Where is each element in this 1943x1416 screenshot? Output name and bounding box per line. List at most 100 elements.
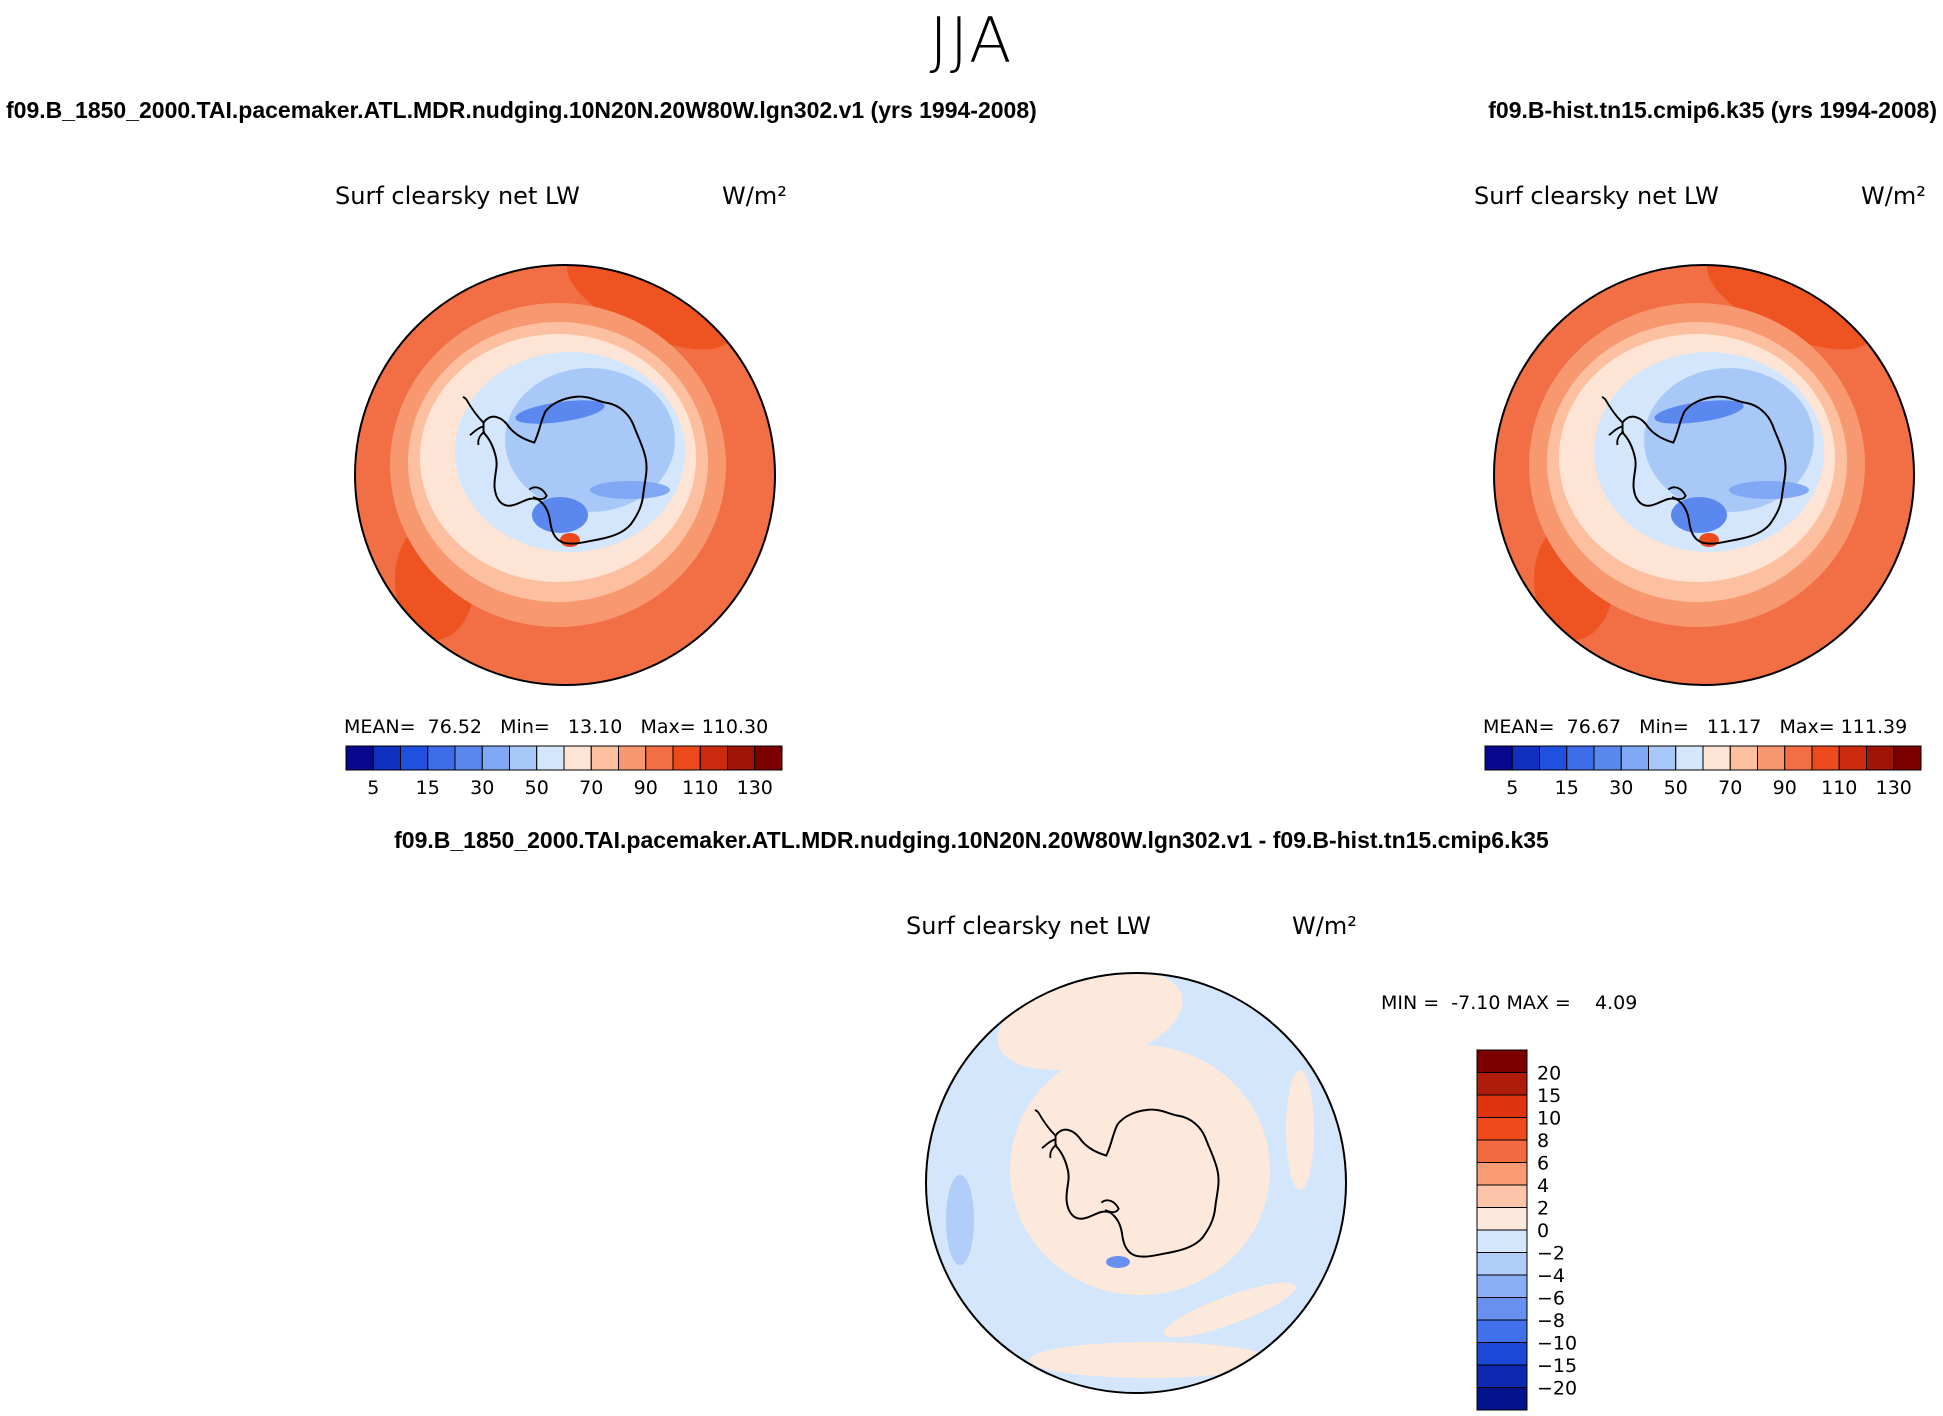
min-value: -7.10 xyxy=(1451,992,1501,1014)
colorbar-box xyxy=(1476,1229,1528,1253)
map-border xyxy=(1493,264,1915,686)
season-title: JJA xyxy=(929,4,1014,77)
colorbar-box xyxy=(618,745,647,771)
colorbar-tick-label: −2 xyxy=(1537,1243,1565,1265)
colorbar-box xyxy=(1476,1139,1528,1163)
max-value: 111.39 xyxy=(1840,716,1908,738)
map-ice-low xyxy=(532,497,588,533)
panel2-colorbar: 5 15 30 50 70 90 110 130 xyxy=(1484,745,1922,799)
colorbar-box xyxy=(1476,1364,1528,1388)
map-ice-low xyxy=(515,400,605,424)
colorbar-box xyxy=(1511,745,1540,771)
colorbar-tick-label: 90 xyxy=(1773,777,1797,799)
colorbar-box xyxy=(1476,1274,1528,1298)
colorbar-tick-label: 4 xyxy=(1537,1175,1549,1197)
map-border xyxy=(925,972,1347,1394)
colorbar-tick-label: −15 xyxy=(1537,1355,1577,1377)
case-title-diff: f09.B_1850_2000.TAI.pacemaker.ATL.MDR.nu… xyxy=(394,827,1549,853)
colorbar-tick-label: 6 xyxy=(1537,1153,1549,1175)
colorbar-box xyxy=(509,745,538,771)
colorbar-tick-label: 110 xyxy=(1821,777,1857,799)
colorbar-box xyxy=(1476,1049,1528,1073)
case-title-left: f09.B_1850_2000.TAI.pacemaker.ATL.MDR.nu… xyxy=(6,97,1037,123)
colorbar-tick-label: 5 xyxy=(367,777,379,799)
colorbar-box xyxy=(1476,1319,1528,1343)
panel2-map xyxy=(1493,264,1915,686)
diff-variable: Surf clearsky net LW xyxy=(906,912,1151,940)
diff-units: W/m² xyxy=(1292,912,1357,940)
colorbar-tick-label: 10 xyxy=(1537,1108,1561,1130)
colorbar-box xyxy=(1784,745,1813,771)
max-label: MAX = xyxy=(1506,992,1571,1014)
mean-label: MEAN= xyxy=(1483,716,1555,738)
colorbar-box xyxy=(427,745,456,771)
panel2-stats: MEAN= 76.67 Min= 11.17 Max= 111.39 xyxy=(1483,716,1907,738)
colorbar-box xyxy=(1476,1184,1528,1208)
map-high-band xyxy=(567,265,733,350)
panel2-variable: Surf clearsky net LW xyxy=(1474,182,1719,210)
colorbar-box xyxy=(699,745,728,771)
colorbar-box xyxy=(1893,745,1922,771)
min-label: MIN = xyxy=(1381,992,1440,1014)
colorbar-box xyxy=(1539,745,1568,771)
diff-positive-area xyxy=(1030,1342,1270,1378)
map-hotspot xyxy=(560,533,580,547)
colorbar-tick-label: 15 xyxy=(1555,777,1579,799)
colorbar-box xyxy=(590,745,619,771)
colorbar-box xyxy=(1593,745,1622,771)
colorbar-tick-label: −6 xyxy=(1537,1288,1565,1310)
colorbar-box xyxy=(1476,1072,1528,1096)
colorbar-box xyxy=(1675,745,1704,771)
panel1-stats: MEAN= 76.52 Min= 13.10 Max= 110.30 xyxy=(344,716,768,738)
colorbar-tick-label: 50 xyxy=(1664,777,1688,799)
diff-negative-area xyxy=(1106,1256,1130,1268)
map-hotspot xyxy=(1699,533,1719,547)
colorbar-box xyxy=(1866,745,1895,771)
map-ice-low xyxy=(1654,400,1744,424)
colorbar-box xyxy=(563,745,592,771)
colorbar-box xyxy=(345,745,374,771)
colorbar-box xyxy=(1757,745,1786,771)
colorbar-tick-label: 20 xyxy=(1537,1063,1561,1085)
colorbar-tick-label: 8 xyxy=(1537,1130,1549,1152)
max-label: Max= xyxy=(640,716,696,738)
colorbar-box xyxy=(1476,1297,1528,1321)
map-high-band xyxy=(1707,265,1873,350)
case-title-right: f09.B-hist.tn15.cmip6.k35 (yrs 1994-2008… xyxy=(1488,97,1937,123)
colorbar-tick-label: 30 xyxy=(1609,777,1633,799)
colorbar-tick-label: 50 xyxy=(525,777,549,799)
colorbar-box xyxy=(645,745,674,771)
colorbar-box xyxy=(372,745,401,771)
colorbar-box xyxy=(1838,745,1867,771)
mean-label: MEAN= xyxy=(344,716,416,738)
colorbar-box xyxy=(1702,745,1731,771)
colorbar-tick-label: 110 xyxy=(682,777,718,799)
mean-value: 76.52 xyxy=(427,716,483,738)
panel1-colorbar: 5 15 30 50 70 90 110 130 xyxy=(345,745,783,799)
max-value: 4.09 xyxy=(1595,992,1638,1014)
colorbar-box xyxy=(1648,745,1677,771)
colorbar-box xyxy=(454,745,483,771)
colorbar-tick-label: −8 xyxy=(1537,1310,1565,1332)
diff-positive-area xyxy=(1164,1282,1296,1338)
max-value: 110.30 xyxy=(701,716,769,738)
diff-negative-area xyxy=(946,1175,974,1265)
colorbar-box xyxy=(1484,745,1513,771)
map-ice-low xyxy=(590,481,670,499)
colorbar-tick-label: 15 xyxy=(416,777,440,799)
colorbar-box xyxy=(1476,1162,1528,1186)
diff-positive-area xyxy=(1010,1045,1270,1295)
colorbar-box xyxy=(1476,1117,1528,1141)
colorbar-tick-label: 15 xyxy=(1537,1085,1561,1107)
map-ice-low xyxy=(1729,481,1809,499)
colorbar-box xyxy=(1729,745,1758,771)
colorbar-tick-label: 2 xyxy=(1537,1198,1549,1220)
map-ice-low xyxy=(1671,497,1727,533)
diff-positive-area xyxy=(1286,1070,1314,1190)
min-value: 13.10 xyxy=(567,716,623,738)
colorbar-tick-label: −4 xyxy=(1537,1265,1565,1287)
colorbar-box xyxy=(754,745,783,771)
colorbar-box xyxy=(1476,1342,1528,1366)
colorbar-tick-label: 70 xyxy=(579,777,603,799)
